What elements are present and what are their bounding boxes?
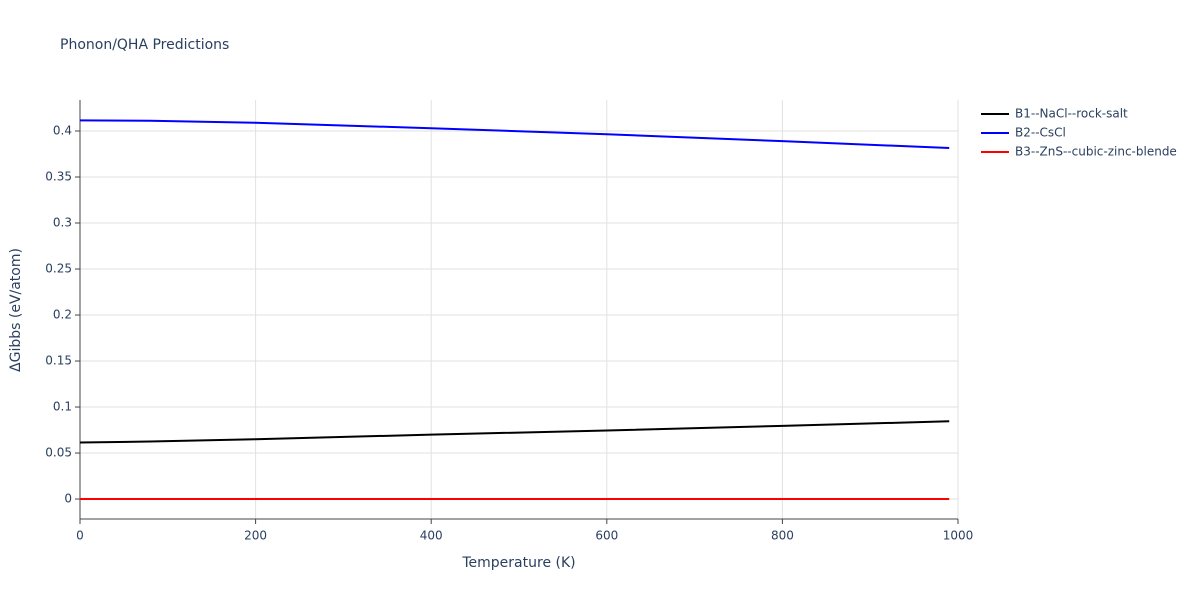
y-tick-label: 0 <box>64 492 72 506</box>
x-tick-label: 0 <box>76 529 84 543</box>
series-line <box>79 420 950 444</box>
x-tick-label: 600 <box>595 529 618 543</box>
y-tick-label: 0.15 <box>45 354 72 368</box>
y-tick-label: 0.1 <box>53 400 72 414</box>
y-tick-label: 0.05 <box>45 446 72 460</box>
y-tick-label: 0.2 <box>53 308 72 322</box>
x-tick-label: 1000 <box>943 529 974 543</box>
x-axis-title: Temperature (K) <box>461 555 575 571</box>
y-tick-label: 0.25 <box>45 262 72 276</box>
legend-label: B1--NaCl--rock-salt <box>1015 107 1128 121</box>
series-line <box>79 119 950 150</box>
y-axis-title: ΔGibbs (eV/atom) <box>8 248 24 372</box>
chart-title: Phonon/QHA Predictions <box>60 37 229 53</box>
y-tick-label: 0.35 <box>45 170 72 184</box>
x-tick-label: 400 <box>420 529 443 543</box>
y-tick-label: 0.4 <box>53 124 72 138</box>
x-tick-label: 800 <box>771 529 794 543</box>
x-tick-label: 200 <box>244 529 267 543</box>
y-tick-label: 0.3 <box>53 216 72 230</box>
legend-label: B2--CsCl <box>1015 126 1066 140</box>
legend-label: B3--ZnS--cubic-zinc-blende <box>1015 145 1177 159</box>
